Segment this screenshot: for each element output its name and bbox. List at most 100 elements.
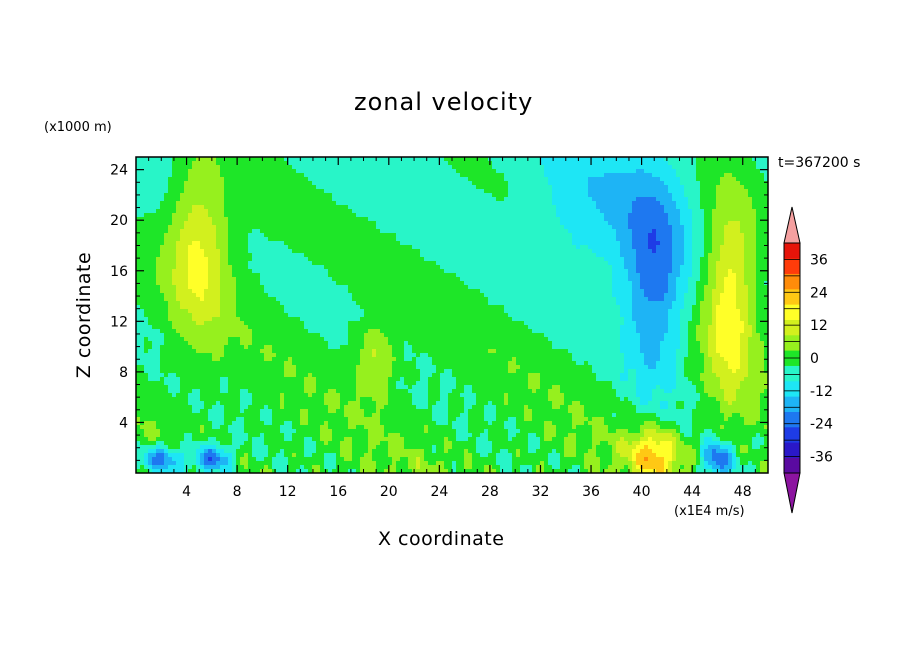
- heatmap-cell: [304, 169, 309, 174]
- heatmap-cell: [696, 201, 701, 206]
- heatmap-cell: [248, 261, 253, 266]
- heatmap-cell: [668, 253, 673, 258]
- heatmap-cell: [200, 265, 205, 270]
- heatmap-cell: [176, 201, 181, 206]
- heatmap-cell: [152, 241, 157, 246]
- heatmap-cell: [640, 173, 645, 178]
- heatmap-cell: [316, 269, 321, 274]
- heatmap-cell: [412, 165, 417, 170]
- heatmap-cell: [764, 213, 768, 218]
- heatmap-cell: [364, 229, 369, 234]
- heatmap-cell: [164, 261, 169, 266]
- heatmap-cell: [160, 241, 165, 246]
- heatmap-cell: [700, 237, 705, 242]
- heatmap-cell: [424, 249, 429, 254]
- heatmap-cell: [748, 257, 753, 262]
- heatmap-cell: [748, 277, 753, 282]
- heatmap-cell: [224, 161, 229, 166]
- heatmap-cell: [140, 173, 145, 178]
- heatmap-cell: [616, 161, 621, 166]
- heatmap-cell: [600, 237, 605, 242]
- heatmap-cell: [736, 197, 741, 202]
- heatmap-cell: [312, 261, 317, 266]
- heatmap-cell: [748, 217, 753, 222]
- heatmap-cell: [452, 185, 457, 190]
- heatmap-cell: [412, 193, 417, 198]
- heatmap-cell: [760, 241, 765, 246]
- heatmap-cell: [452, 257, 457, 262]
- heatmap-cell: [544, 237, 549, 242]
- heatmap-cell: [404, 269, 409, 274]
- heatmap-cell: [432, 205, 437, 210]
- heatmap-cell: [692, 201, 697, 206]
- heatmap-cell: [300, 233, 305, 238]
- heatmap-cell: [448, 193, 453, 198]
- heatmap-cell: [452, 173, 457, 178]
- heatmap-cell: [256, 185, 261, 190]
- heatmap-cell: [396, 273, 401, 278]
- heatmap-cell: [264, 245, 269, 250]
- heatmap-cell: [500, 181, 505, 186]
- heatmap-cell: [300, 281, 305, 286]
- heatmap-cell: [564, 269, 569, 274]
- heatmap-cell: [664, 157, 669, 162]
- heatmap-cell: [480, 209, 485, 214]
- heatmap-cell: [656, 277, 661, 282]
- heatmap-cell: [584, 233, 589, 238]
- heatmap-cell: [144, 157, 149, 162]
- heatmap-cell: [340, 241, 345, 246]
- heatmap-cell: [512, 193, 517, 198]
- heatmap-cell: [676, 245, 681, 250]
- heatmap-cell: [688, 237, 693, 242]
- heatmap-cell: [584, 221, 589, 226]
- heatmap-cell: [528, 253, 533, 258]
- heatmap-cell: [268, 225, 273, 230]
- heatmap-cell: [328, 209, 333, 214]
- heatmap-cell: [524, 233, 529, 238]
- heatmap-cell: [268, 253, 273, 258]
- heatmap-cell: [452, 201, 457, 206]
- heatmap-cell: [660, 221, 665, 226]
- heatmap-cell: [384, 221, 389, 226]
- heatmap-cell: [240, 225, 245, 230]
- heatmap-cell: [720, 221, 725, 226]
- heatmap-cell: [364, 241, 369, 246]
- heatmap-cell: [416, 161, 421, 166]
- heatmap-cell: [420, 269, 425, 274]
- heatmap-cell: [760, 265, 765, 270]
- heatmap-cell: [200, 181, 205, 186]
- heatmap-cell: [152, 201, 157, 206]
- heatmap-cell: [280, 165, 285, 170]
- heatmap-cell: [352, 177, 357, 182]
- heatmap-cell: [460, 257, 465, 262]
- heatmap-cell: [564, 273, 569, 278]
- heatmap-cell: [328, 233, 333, 238]
- heatmap-cell: [444, 205, 449, 210]
- heatmap-cell: [324, 165, 329, 170]
- heatmap-cell: [608, 241, 613, 246]
- heatmap-cell: [732, 177, 737, 182]
- heatmap-cell: [400, 281, 405, 286]
- heatmap-cell: [224, 241, 229, 246]
- heatmap-cell: [208, 245, 213, 250]
- heatmap-cell: [188, 281, 193, 286]
- heatmap-cell: [524, 213, 529, 218]
- heatmap-cell: [200, 205, 205, 210]
- heatmap-cell: [624, 261, 629, 266]
- heatmap-cell: [644, 273, 649, 278]
- heatmap-cell: [284, 209, 289, 214]
- heatmap-cell: [532, 273, 537, 278]
- heatmap-cell: [556, 173, 561, 178]
- heatmap-cell: [432, 249, 437, 254]
- heatmap-cell: [544, 185, 549, 190]
- heatmap-cell: [512, 225, 517, 230]
- heatmap-cell: [480, 261, 485, 266]
- heatmap-cell: [340, 161, 345, 166]
- heatmap-cell: [356, 185, 361, 190]
- heatmap-cell: [296, 197, 301, 202]
- heatmap-cell: [332, 181, 337, 186]
- heatmap-cell: [256, 173, 261, 178]
- heatmap-cell: [436, 281, 441, 286]
- heatmap-cell: [544, 245, 549, 250]
- heatmap-cell: [284, 165, 289, 170]
